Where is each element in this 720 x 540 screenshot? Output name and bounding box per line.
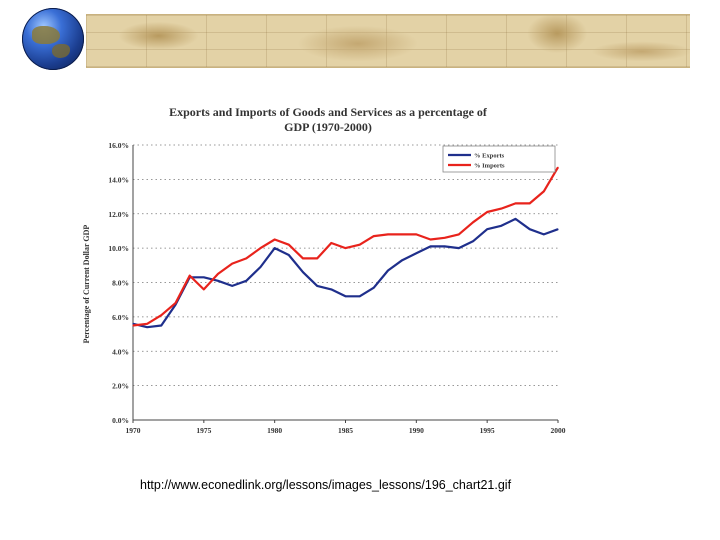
data-point-exports-1998 <box>529 228 531 230</box>
data-point-imports-2000 <box>557 166 559 168</box>
data-point-imports-1984 <box>330 242 332 244</box>
chart-container: Exports and Imports of Goods and Service… <box>78 98 578 443</box>
data-point-exports-1972 <box>160 324 162 327</box>
x-tick-label-3: 1985 <box>338 426 353 435</box>
legend-label-1: % Imports <box>474 163 505 170</box>
series-line-exports <box>132 217 559 329</box>
y-tick-label-0: 0.0% <box>112 416 129 425</box>
legend-label-0: % Exports <box>474 153 505 160</box>
data-point-imports-1970 <box>132 324 134 327</box>
data-point-imports-1982 <box>302 257 304 260</box>
data-point-exports-1983 <box>316 285 318 287</box>
legend-box <box>442 145 556 173</box>
data-point-imports-1974 <box>189 275 191 277</box>
data-point-imports-1980 <box>274 238 276 241</box>
data-point-imports-1978 <box>245 257 247 260</box>
data-point-exports-1988 <box>387 269 389 272</box>
data-point-imports-1995 <box>486 211 488 213</box>
data-point-imports-1997 <box>514 202 517 205</box>
x-tick-label-2: 1980 <box>267 426 282 435</box>
data-point-exports-1996 <box>500 225 502 227</box>
data-point-exports-1987 <box>373 287 375 289</box>
data-point-exports-1997 <box>514 218 517 220</box>
y-tick-label-6: 12.0% <box>108 210 129 219</box>
data-point-exports-1978 <box>245 280 247 282</box>
data-point-imports-1988 <box>387 233 389 235</box>
y-tick-label-5: 10.0% <box>108 244 129 253</box>
data-point-exports-1995 <box>486 228 488 230</box>
data-point-exports-1982 <box>302 271 304 273</box>
chart-svg: Exports and Imports of Goods and Service… <box>82 105 566 435</box>
data-point-imports-1993 <box>458 233 460 235</box>
data-point-exports-1991 <box>429 245 432 248</box>
data-point-exports-1975 <box>203 276 205 278</box>
data-point-imports-1981 <box>288 244 290 246</box>
x-tick-label-4: 1990 <box>409 426 424 435</box>
x-tick-label-5: 1995 <box>480 426 495 435</box>
source-url-caption: http://www.econedlink.org/lessons/images… <box>140 478 512 492</box>
data-point-imports-1971 <box>146 323 148 325</box>
data-point-imports-1986 <box>359 244 361 246</box>
data-point-exports-2000 <box>557 228 559 230</box>
y-tick-label-7: 14.0% <box>108 175 129 184</box>
y-tick-label-8: 16.0% <box>108 141 129 150</box>
data-point-imports-1998 <box>529 202 531 205</box>
data-point-imports-1994 <box>472 221 474 223</box>
data-point-imports-1991 <box>429 238 432 241</box>
series-line-imports <box>132 166 559 327</box>
header-banner-map <box>86 14 690 68</box>
data-point-imports-1977 <box>231 262 233 265</box>
y-axis-label: Percentage of Current Dollar GDP <box>82 225 91 344</box>
data-point-exports-1971 <box>146 326 148 328</box>
data-point-exports-1984 <box>330 288 332 290</box>
data-point-imports-1990 <box>415 233 417 235</box>
data-point-imports-1999 <box>543 190 545 193</box>
data-point-imports-1979 <box>259 247 262 249</box>
data-point-exports-1999 <box>543 233 545 235</box>
data-point-imports-1975 <box>203 288 205 290</box>
x-tick-label-6: 2000 <box>551 426 566 435</box>
data-point-exports-1986 <box>359 295 361 297</box>
data-point-exports-1979 <box>259 266 262 268</box>
data-point-exports-1981 <box>288 254 290 256</box>
data-point-imports-1987 <box>373 235 375 237</box>
data-point-exports-1980 <box>274 247 276 249</box>
data-point-imports-1989 <box>401 233 403 235</box>
chart-title-line1: Exports and Imports of Goods and Service… <box>169 105 488 119</box>
data-point-imports-1976 <box>217 273 219 275</box>
data-point-exports-1985 <box>344 295 347 297</box>
y-tick-label-3: 6.0% <box>112 313 129 322</box>
data-point-exports-1992 <box>444 245 446 248</box>
data-point-exports-1976 <box>217 280 219 282</box>
data-point-imports-1992 <box>444 237 446 239</box>
data-point-exports-1970 <box>132 323 134 325</box>
x-tick-label-1: 1975 <box>196 426 211 435</box>
y-tick-label-2: 4.0% <box>112 347 129 356</box>
x-tick-label-0: 1970 <box>126 426 141 435</box>
data-point-imports-1972 <box>160 314 162 316</box>
data-point-exports-1994 <box>472 240 474 242</box>
y-tick-label-1: 2.0% <box>112 382 129 391</box>
data-point-imports-1996 <box>500 207 502 210</box>
data-point-exports-1990 <box>415 252 417 254</box>
data-point-exports-1993 <box>458 247 460 249</box>
data-point-imports-1973 <box>174 302 177 304</box>
chart-title-line2: GDP (1970-2000) <box>284 120 372 134</box>
data-point-exports-1989 <box>401 259 403 261</box>
globe-icon <box>22 8 84 70</box>
data-point-imports-1983 <box>316 257 318 260</box>
y-tick-label-4: 8.0% <box>112 279 129 288</box>
data-point-exports-1977 <box>231 285 233 287</box>
data-point-imports-1985 <box>344 247 347 249</box>
